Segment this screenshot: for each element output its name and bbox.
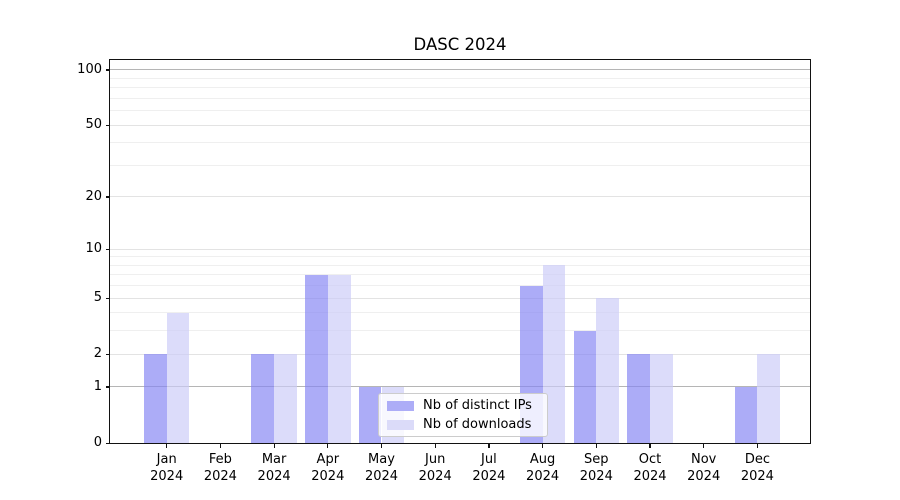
y-tick-mark [105,124,110,126]
y-tick-label: 50 [85,117,102,133]
x-tick-mark [756,443,759,448]
minor-gridline [110,312,810,314]
bar-downloads-apr [327,274,351,443]
x-tick-label: Mar 2024 [257,452,291,484]
y-tick-mark [105,69,110,71]
bar-downloads-mar [274,354,297,443]
x-tick-label: Sep 2024 [579,452,613,484]
x-tick-mark [273,443,275,448]
x-tick-mark [380,443,383,448]
minor-gridline [110,285,810,287]
y-tick-mark [105,442,110,444]
minor-gridline [110,77,810,79]
major-gridline [110,297,810,299]
bar-distinct-ips-apr [305,274,328,443]
major-gridline [110,196,810,198]
x-tick-mark [649,443,651,448]
y-tick-mark [105,297,110,299]
x-tick-label: Feb 2024 [203,452,237,484]
x-tick-mark [327,443,329,448]
legend-label-downloads: Nb of downloads [423,417,532,432]
x-tick-label: Nov 2024 [687,452,721,484]
legend-swatch-distinct-ips [387,400,414,411]
x-tick-label: Apr 2024 [311,452,345,484]
minor-gridline [110,256,810,258]
bar-distinct-ips-oct [627,354,650,443]
x-tick-label: Oct 2024 [633,452,667,484]
x-tick-mark [434,443,436,448]
y-tick-label: 5 [93,290,102,306]
legend-swatch-downloads [387,419,414,430]
minor-gridline [110,97,810,99]
legend-item-downloads: Nb of downloads [379,417,547,432]
bar-downloads-dec [757,354,781,443]
bar-distinct-ips-sep [573,330,597,443]
legend-item-distinct-ips: Nb of distinct IPs [379,398,547,413]
y-tick-label: 1 [93,378,102,394]
major-gridline [110,248,810,250]
y-tick-mark [105,386,110,388]
minor-gridline [110,264,810,266]
minor-gridline [110,87,810,89]
y-tick-label: 20 [85,188,102,204]
y-tick-label: 2 [93,346,102,362]
x-tick-mark [166,443,168,448]
bar-downloads-oct [650,354,673,443]
minor-gridline [110,142,810,144]
x-tick-label: May 2024 [364,452,399,484]
x-tick-mark [488,443,490,448]
y-tick-label: 0 [93,435,102,450]
x-tick-mark [542,443,544,448]
bar-distinct-ips-dec [734,386,758,443]
emphasized-gridline [110,69,810,71]
x-tick-label: Aug 2024 [526,452,560,484]
chart-title: DASC 2024 [413,35,507,54]
emphasized-gridline [110,386,810,388]
bar-distinct-ips-jan [143,354,167,443]
x-tick-label: Jan 2024 [150,452,184,484]
plot-area [109,59,811,444]
minor-gridline [110,164,810,166]
x-tick-mark [703,443,705,448]
bar-distinct-ips-mar [251,354,275,443]
y-tick-label: 100 [77,61,102,77]
major-gridline [110,124,810,126]
minor-gridline [110,274,810,276]
x-tick-mark [219,443,222,448]
x-tick-label: Jun 2024 [418,452,452,484]
legend-label-distinct-ips: Nb of distinct IPs [423,398,532,413]
y-tick-mark [105,248,110,250]
legend: Nb of distinct IPs Nb of downloads [378,393,548,437]
x-tick-mark [595,443,597,448]
y-tick-mark [105,353,110,355]
minor-gridline [110,330,810,332]
bar-distinct-ips-may [358,386,382,443]
x-tick-label: Jul 2024 [472,452,506,484]
bar-downloads-jan [166,312,190,443]
x-tick-label: Dec 2024 [740,452,774,484]
y-tick-mark [105,196,110,198]
bar-downloads-sep [596,298,620,443]
major-gridline [110,353,810,355]
minor-gridline [110,110,810,112]
bar-downloads-aug [542,265,566,443]
y-tick-label: 10 [85,241,102,257]
